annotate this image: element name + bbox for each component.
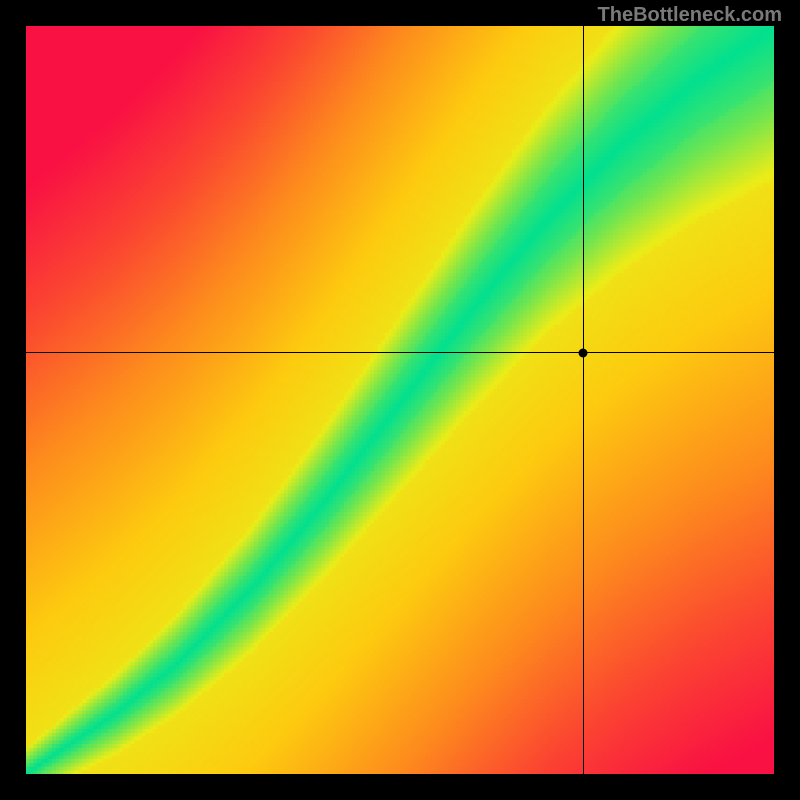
marker-dot bbox=[579, 348, 588, 357]
heatmap-canvas bbox=[26, 26, 774, 774]
heatmap-chart bbox=[26, 26, 774, 774]
crosshair-horizontal bbox=[26, 352, 774, 353]
watermark-text: TheBottleneck.com bbox=[598, 4, 782, 27]
crosshair-vertical bbox=[583, 26, 584, 774]
